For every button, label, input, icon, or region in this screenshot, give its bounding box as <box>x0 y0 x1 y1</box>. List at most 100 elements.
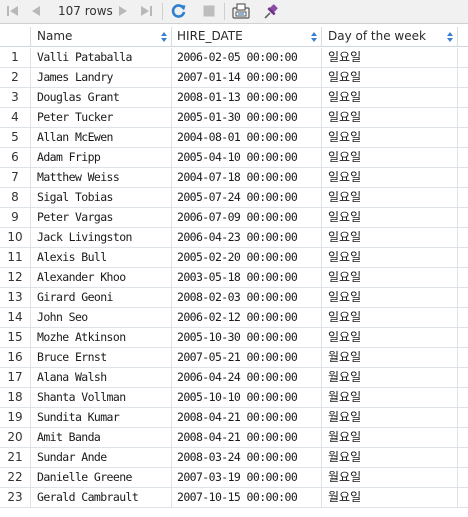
day-of-week-cell[interactable]: 월요일 <box>322 448 458 467</box>
table-row[interactable]: 5 Allan McEwen 2004-08-01 00:00:00 일요일 <box>0 128 468 148</box>
hire-date-cell[interactable]: 2006-04-23 00:00:00 <box>172 228 322 247</box>
hire-date-cell[interactable]: 2004-08-01 00:00:00 <box>172 128 322 147</box>
day-of-week-cell[interactable]: 일요일 <box>322 68 458 87</box>
day-of-week-cell[interactable]: 월요일 <box>322 368 458 387</box>
name-cell[interactable]: Danielle Greene <box>31 468 172 487</box>
hire-date-cell[interactable]: 2005-02-20 00:00:00 <box>172 248 322 267</box>
day-of-week-cell[interactable]: 일요일 <box>322 168 458 187</box>
hire-date-cell[interactable]: 2008-04-21 00:00:00 <box>172 428 322 447</box>
table-row[interactable]: 16 Bruce Ernst 2007-05-21 00:00:00 월요일 <box>0 348 468 368</box>
name-cell[interactable]: Peter Vargas <box>31 208 172 227</box>
name-cell[interactable]: Peter Tucker <box>31 108 172 127</box>
pin-icon[interactable] <box>262 2 282 20</box>
name-cell[interactable]: Gerald Cambrault <box>31 488 172 507</box>
hire-date-cell[interactable]: 2007-05-21 00:00:00 <box>172 348 322 367</box>
day-of-week-cell[interactable]: 일요일 <box>322 208 458 227</box>
last-page-icon[interactable] <box>137 2 155 20</box>
name-cell[interactable]: Alexis Bull <box>31 248 172 267</box>
day-of-week-cell[interactable]: 일요일 <box>322 188 458 207</box>
table-row[interactable]: 11 Alexis Bull 2005-02-20 00:00:00 일요일 <box>0 248 468 268</box>
table-row[interactable]: 1 Valli Pataballa 2006-02-05 00:00:00 일요… <box>0 48 468 68</box>
refresh-icon[interactable] <box>169 2 187 20</box>
name-cell[interactable]: James Landry <box>31 68 172 87</box>
name-cell[interactable]: Adam Fripp <box>31 148 172 167</box>
day-of-week-cell[interactable]: 월요일 <box>322 488 458 507</box>
day-of-week-cell[interactable]: 월요일 <box>322 348 458 367</box>
day-of-week-cell[interactable]: 월요일 <box>322 468 458 487</box>
hire-date-cell[interactable]: 2005-10-10 00:00:00 <box>172 388 322 407</box>
name-cell[interactable]: Jack Livingston <box>31 228 172 247</box>
day-of-week-cell[interactable]: 일요일 <box>322 288 458 307</box>
name-cell[interactable]: Matthew Weiss <box>31 168 172 187</box>
table-row[interactable]: 20 Amit Banda 2008-04-21 00:00:00 월요일 <box>0 428 468 448</box>
hire-date-cell[interactable]: 2005-01-30 00:00:00 <box>172 108 322 127</box>
name-cell[interactable]: Valli Pataballa <box>31 48 172 67</box>
table-row[interactable]: 13 Girard Geoni 2008-02-03 00:00:00 일요일 <box>0 288 468 308</box>
column-header-day-of-week[interactable]: Day of the week <box>322 27 458 46</box>
next-page-icon[interactable] <box>116 2 130 20</box>
stop-icon[interactable] <box>201 2 217 20</box>
hire-date-cell[interactable]: 2007-10-15 00:00:00 <box>172 488 322 507</box>
day-of-week-cell[interactable]: 일요일 <box>322 268 458 287</box>
name-cell[interactable]: John Seo <box>31 308 172 327</box>
hire-date-cell[interactable]: 2006-02-05 00:00:00 <box>172 48 322 67</box>
first-page-icon[interactable] <box>5 2 21 20</box>
hire-date-cell[interactable]: 2007-01-14 00:00:00 <box>172 68 322 87</box>
table-row[interactable]: 4 Peter Tucker 2005-01-30 00:00:00 일요일 <box>0 108 468 128</box>
day-of-week-cell[interactable]: 일요일 <box>322 308 458 327</box>
export-icon[interactable] <box>231 2 251 20</box>
table-row[interactable]: 2 James Landry 2007-01-14 00:00:00 일요일 <box>0 68 468 88</box>
prev-page-icon[interactable] <box>29 2 43 20</box>
hire-date-cell[interactable]: 2006-02-12 00:00:00 <box>172 308 322 327</box>
day-of-week-cell[interactable]: 일요일 <box>322 228 458 247</box>
table-row[interactable]: 17 Alana Walsh 2006-04-24 00:00:00 월요일 <box>0 368 468 388</box>
hire-date-cell[interactable]: 2008-02-03 00:00:00 <box>172 288 322 307</box>
hire-date-cell[interactable]: 2008-01-13 00:00:00 <box>172 88 322 107</box>
table-row[interactable]: 18 Shanta Vollman 2005-10-10 00:00:00 월요… <box>0 388 468 408</box>
hire-date-cell[interactable]: 2004-07-18 00:00:00 <box>172 168 322 187</box>
hire-date-cell[interactable]: 2008-03-24 00:00:00 <box>172 448 322 467</box>
table-row[interactable]: 14 John Seo 2006-02-12 00:00:00 일요일 <box>0 308 468 328</box>
sort-arrows-icon[interactable] <box>446 27 454 46</box>
table-row[interactable]: 3 Douglas Grant 2008-01-13 00:00:00 일요일 <box>0 88 468 108</box>
name-cell[interactable]: Amit Banda <box>31 428 172 447</box>
table-row[interactable]: 9 Peter Vargas 2006-07-09 00:00:00 일요일 <box>0 208 468 228</box>
name-cell[interactable]: Sundita Kumar <box>31 408 172 427</box>
hire-date-cell[interactable]: 2005-10-30 00:00:00 <box>172 328 322 347</box>
table-row[interactable]: 23 Gerald Cambrault 2007-10-15 00:00:00 … <box>0 488 468 508</box>
hire-date-cell[interactable]: 2007-03-19 00:00:00 <box>172 468 322 487</box>
table-row[interactable]: 6 Adam Fripp 2005-04-10 00:00:00 일요일 <box>0 148 468 168</box>
name-cell[interactable]: Sigal Tobias <box>31 188 172 207</box>
hire-date-cell[interactable]: 2005-04-10 00:00:00 <box>172 148 322 167</box>
day-of-week-cell[interactable]: 일요일 <box>322 48 458 67</box>
name-cell[interactable]: Shanta Vollman <box>31 388 172 407</box>
table-row[interactable]: 10 Jack Livingston 2006-04-23 00:00:00 일… <box>0 228 468 248</box>
table-row[interactable]: 12 Alexander Khoo 2003-05-18 00:00:00 일요… <box>0 268 468 288</box>
day-of-week-cell[interactable]: 월요일 <box>322 428 458 447</box>
day-of-week-cell[interactable]: 일요일 <box>322 248 458 267</box>
name-cell[interactable]: Douglas Grant <box>31 88 172 107</box>
name-cell[interactable]: Bruce Ernst <box>31 348 172 367</box>
day-of-week-cell[interactable]: 월요일 <box>322 408 458 427</box>
name-cell[interactable]: Alana Walsh <box>31 368 172 387</box>
table-row[interactable]: 8 Sigal Tobias 2005-07-24 00:00:00 일요일 <box>0 188 468 208</box>
table-row[interactable]: 19 Sundita Kumar 2008-04-21 00:00:00 월요일 <box>0 408 468 428</box>
day-of-week-cell[interactable]: 일요일 <box>322 108 458 127</box>
hire-date-cell[interactable]: 2006-04-24 00:00:00 <box>172 368 322 387</box>
name-cell[interactable]: Alexander Khoo <box>31 268 172 287</box>
day-of-week-cell[interactable]: 일요일 <box>322 128 458 147</box>
column-header-name[interactable]: Name <box>31 27 172 46</box>
name-cell[interactable]: Sundar Ande <box>31 448 172 467</box>
table-row[interactable]: 22 Danielle Greene 2007-03-19 00:00:00 월… <box>0 468 468 488</box>
column-header-hire-date[interactable]: HIRE_DATE <box>172 27 322 46</box>
table-row[interactable]: 7 Matthew Weiss 2004-07-18 00:00:00 일요일 <box>0 168 468 188</box>
hire-date-cell[interactable]: 2008-04-21 00:00:00 <box>172 408 322 427</box>
day-of-week-cell[interactable]: 일요일 <box>322 148 458 167</box>
sort-arrows-icon[interactable] <box>310 27 318 46</box>
day-of-week-cell[interactable]: 일요일 <box>322 88 458 107</box>
sort-arrows-icon[interactable] <box>160 27 168 46</box>
name-cell[interactable]: Girard Geoni <box>31 288 172 307</box>
day-of-week-cell[interactable]: 일요일 <box>322 328 458 347</box>
name-cell[interactable]: Allan McEwen <box>31 128 172 147</box>
day-of-week-cell[interactable]: 월요일 <box>322 388 458 407</box>
